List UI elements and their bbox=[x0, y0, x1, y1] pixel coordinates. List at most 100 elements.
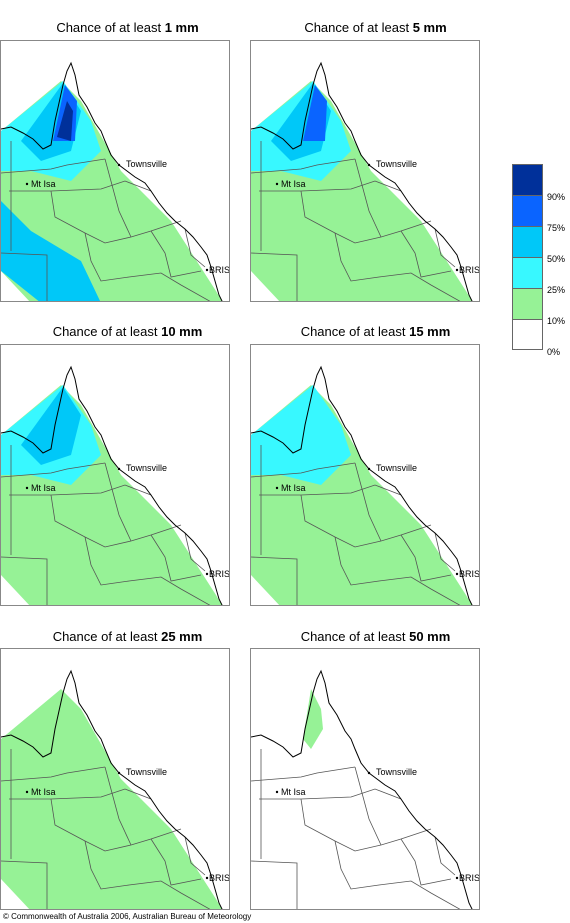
rain-area-90pct bbox=[57, 101, 73, 141]
district-boundary bbox=[434, 532, 456, 572]
queensland-map bbox=[251, 61, 473, 301]
district-boundary bbox=[334, 840, 461, 909]
district-boundary bbox=[434, 228, 456, 268]
queensland-map bbox=[251, 365, 473, 605]
brisbane-label: BRIS bbox=[209, 873, 230, 883]
mt-isa-marker bbox=[275, 790, 279, 794]
rain-area-50pct-south bbox=[1, 201, 101, 301]
legend-swatch-4 bbox=[512, 288, 543, 319]
map-panel-50mm: Townsville Mt Isa BRIS bbox=[250, 648, 480, 910]
mt-isa-label: Mt Isa bbox=[31, 787, 56, 797]
rain-area-25pct bbox=[251, 385, 351, 485]
legend-label-10: 10% bbox=[547, 316, 566, 326]
district-boundary bbox=[84, 536, 211, 605]
district-boundary bbox=[150, 838, 202, 886]
district-boundary bbox=[184, 228, 206, 268]
district-boundary bbox=[1, 766, 106, 782]
brisbane-label: BRIS bbox=[459, 569, 480, 579]
district-boundary bbox=[1, 860, 48, 909]
district-boundary bbox=[1, 252, 48, 301]
panel-title-1mm: Chance of at least 1 mm bbox=[56, 20, 199, 35]
district-boundary bbox=[400, 838, 452, 886]
rain-area-75pct bbox=[303, 85, 327, 141]
townsville-marker bbox=[367, 771, 371, 775]
townsville-label: Townsville bbox=[376, 159, 418, 169]
map-panel-15mm: Townsville Mt Isa BRIS bbox=[250, 344, 480, 606]
map-panel-5mm: Townsville Mt Isa BRIS bbox=[250, 40, 480, 302]
district-boundary bbox=[354, 158, 382, 238]
rain-area-10pct bbox=[1, 689, 222, 909]
district-boundary bbox=[334, 536, 461, 605]
townsville-label: Townsville bbox=[376, 463, 418, 473]
district-boundary bbox=[150, 534, 202, 582]
district-boundary bbox=[1, 158, 106, 174]
coastline bbox=[1, 61, 223, 301]
brisbane-label: BRIS bbox=[459, 265, 480, 275]
brisbane-label: BRIS bbox=[209, 265, 230, 275]
district-boundary bbox=[104, 462, 132, 542]
townsville-label: Townsville bbox=[126, 159, 168, 169]
district-boundary bbox=[259, 180, 402, 192]
coastline bbox=[251, 61, 473, 301]
district-boundary bbox=[184, 532, 206, 572]
coastline bbox=[1, 365, 223, 605]
rain-area-10pct bbox=[303, 689, 323, 749]
district-boundary bbox=[84, 840, 211, 909]
district-boundary bbox=[9, 180, 152, 192]
legend-swatch-5 bbox=[512, 319, 543, 350]
map-panel-10mm: Townsville Mt Isa BRIS bbox=[0, 344, 230, 606]
district-boundary bbox=[251, 158, 356, 174]
mt-isa-marker bbox=[275, 182, 279, 186]
legend-label-50: 50% bbox=[547, 254, 566, 264]
mt-isa-label: Mt Isa bbox=[281, 483, 306, 493]
district-boundary bbox=[334, 232, 461, 301]
mt-isa-label: Mt Isa bbox=[281, 787, 306, 797]
mt-isa-label: Mt Isa bbox=[281, 179, 306, 189]
townsville-marker bbox=[367, 467, 371, 471]
district-boundary bbox=[251, 462, 356, 478]
legend-label-25: 25% bbox=[547, 285, 566, 295]
panel-title-15mm: Chance of at least 15 mm bbox=[300, 324, 451, 339]
brisbane-label: BRIS bbox=[459, 873, 480, 883]
district-boundary bbox=[9, 788, 152, 800]
mt-isa-marker bbox=[275, 486, 279, 490]
district-boundary bbox=[400, 230, 452, 278]
district-boundary bbox=[1, 462, 106, 478]
mt-isa-label: Mt Isa bbox=[31, 483, 56, 493]
panel-title-25mm: Chance of at least 25 mm bbox=[52, 629, 203, 644]
district-boundary bbox=[9, 484, 152, 496]
district-boundary bbox=[251, 766, 356, 782]
townsville-marker bbox=[367, 163, 371, 167]
queensland-map bbox=[251, 669, 473, 909]
legend-swatch-1 bbox=[512, 195, 543, 226]
district-boundary bbox=[251, 860, 298, 909]
queensland-map bbox=[1, 669, 223, 909]
townsville-marker bbox=[117, 771, 121, 775]
mt-isa-marker bbox=[25, 486, 29, 490]
queensland-map bbox=[1, 365, 223, 605]
panel-title-10mm: Chance of at least 10 mm bbox=[52, 324, 203, 339]
queensland-map bbox=[1, 61, 223, 301]
townsville-marker bbox=[117, 467, 121, 471]
district-boundary bbox=[104, 766, 132, 846]
mt-isa-marker bbox=[25, 790, 29, 794]
district-boundary bbox=[184, 836, 206, 876]
legend-label-75: 75% bbox=[547, 223, 566, 233]
mt-isa-marker bbox=[25, 182, 29, 186]
coastline bbox=[1, 669, 223, 909]
legend-swatch-0 bbox=[512, 164, 543, 195]
district-boundary bbox=[251, 556, 298, 605]
district-boundary bbox=[84, 232, 211, 301]
mt-isa-label: Mt Isa bbox=[31, 179, 56, 189]
brisbane-marker bbox=[455, 876, 459, 880]
townsville-label: Townsville bbox=[126, 463, 168, 473]
district-boundary bbox=[434, 836, 456, 876]
legend-swatch-2 bbox=[512, 226, 543, 257]
brisbane-marker bbox=[455, 572, 459, 576]
coastline bbox=[251, 365, 473, 605]
brisbane-marker bbox=[455, 268, 459, 272]
brisbane-label: BRIS bbox=[209, 569, 230, 579]
district-boundary bbox=[259, 788, 402, 800]
probability-legend bbox=[512, 164, 543, 350]
legend-swatch-3 bbox=[512, 257, 543, 288]
